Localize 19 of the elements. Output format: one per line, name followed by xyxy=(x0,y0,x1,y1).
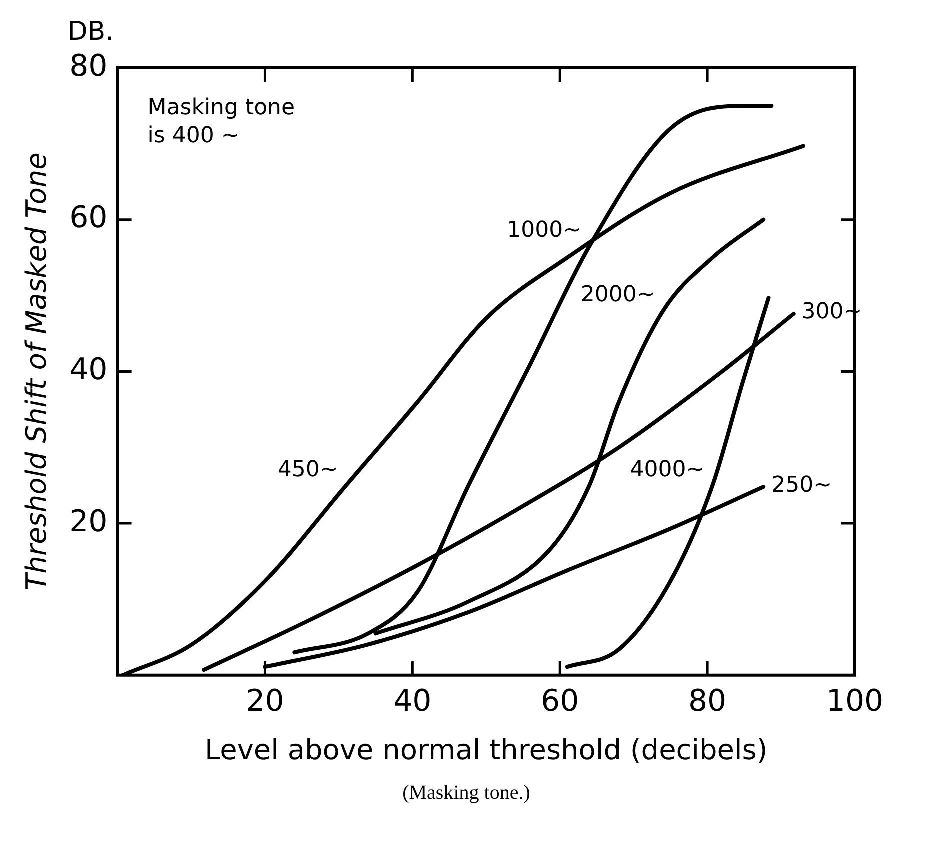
y-tick-label: 80 xyxy=(70,48,108,84)
text: DB. xyxy=(68,16,114,47)
x-tick-label: 20 xyxy=(246,684,284,720)
annotation: 2000~ xyxy=(580,282,656,308)
annotation: Masking tone is 400 ~ xyxy=(148,96,296,149)
y-axis-title: Threshold Shift of Masked Tone xyxy=(20,152,54,591)
y-tick-label: 20 xyxy=(70,504,108,540)
annotation: 1000~ xyxy=(507,218,582,244)
x-axis-title: Level above normal threshold (decibels) xyxy=(205,733,768,766)
y-tick-label: 60 xyxy=(70,200,108,236)
x-tick-label: 60 xyxy=(541,684,580,720)
annotation: 250~ xyxy=(772,472,832,498)
x-tick-label: 40 xyxy=(394,684,432,720)
x-tick-label: 100 xyxy=(826,684,884,720)
annotation: 450~ xyxy=(278,457,338,482)
annotation: 4000~ xyxy=(630,457,705,482)
y-tick-label: 40 xyxy=(70,352,108,388)
text: (Masking tone.) xyxy=(402,782,532,805)
x-tick-label: 80 xyxy=(688,684,727,720)
